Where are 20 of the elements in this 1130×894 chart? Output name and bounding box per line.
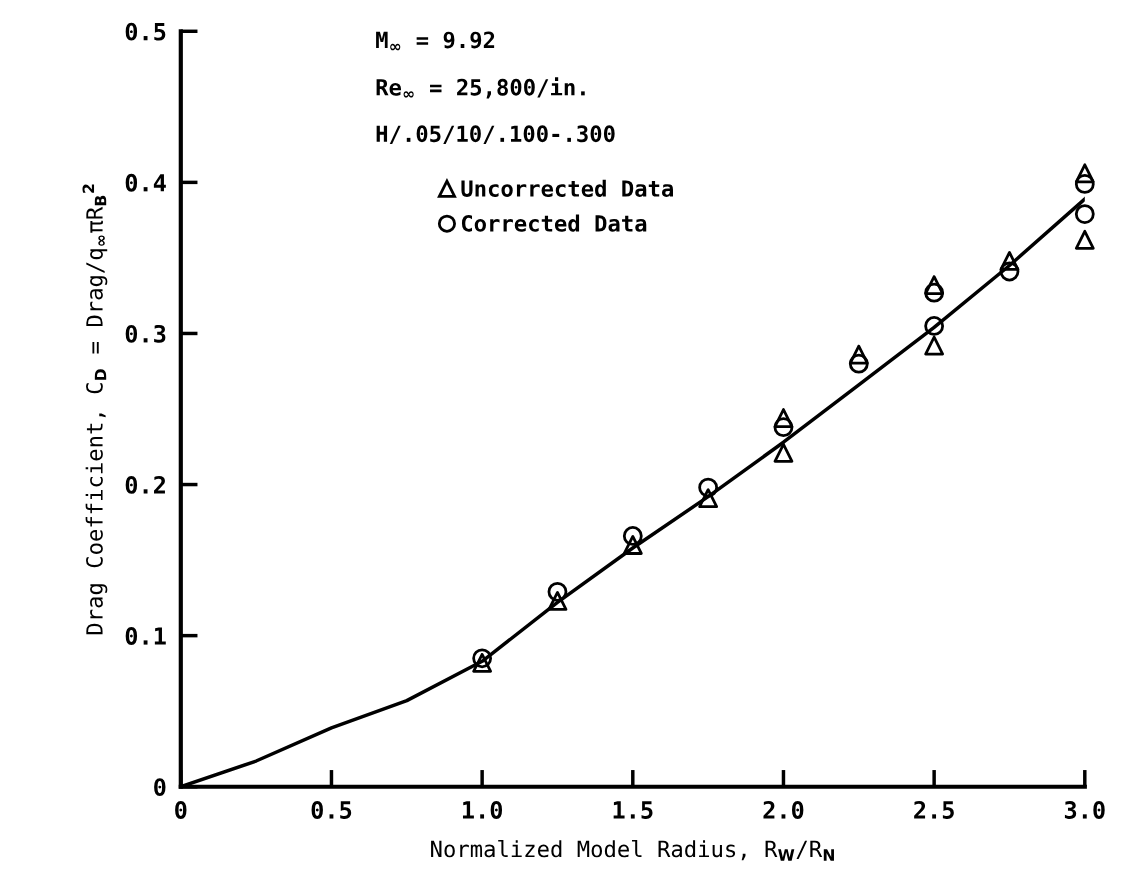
y-tick-label: 0.2 xyxy=(125,475,165,494)
x-tick-label: 0 xyxy=(175,801,187,819)
y-tick-label: 0 xyxy=(154,778,166,797)
legend-label: Corrected Data xyxy=(461,214,647,232)
y-tick-label: 0.3 xyxy=(125,324,166,343)
x-tick-label: 1.5 xyxy=(613,801,653,819)
y-tick-label: 0.4 xyxy=(125,173,166,192)
annotation: H/.05/10/.100-.300 xyxy=(376,125,615,144)
legend-label: Uncorrected Data xyxy=(461,179,673,197)
x-tick-label: 2.0 xyxy=(763,801,804,819)
x-axis-title: Normalized Model Radius, R$_{W}$/R$_{N}$ xyxy=(431,840,834,861)
x-tick-label: 0.5 xyxy=(311,801,352,819)
x-tick-label: 1.0 xyxy=(462,801,503,819)
y-tick-label: 0.1 xyxy=(125,627,166,645)
y-tick-label: 0.5 xyxy=(125,22,166,41)
annotation: Re$_{∞}$ = 25,800/in. xyxy=(376,77,585,99)
annotation: M$_{∞}$ = 9.92 xyxy=(376,31,495,51)
y-axis-title: Drag Coefficient, C$_{D}$ = Drag/q$_{∞}$πR$_{B}$$^{2}$ xyxy=(82,184,108,635)
x-tick-label: 3.0 xyxy=(1064,801,1105,819)
x-tick-label: 2.5 xyxy=(914,801,954,819)
